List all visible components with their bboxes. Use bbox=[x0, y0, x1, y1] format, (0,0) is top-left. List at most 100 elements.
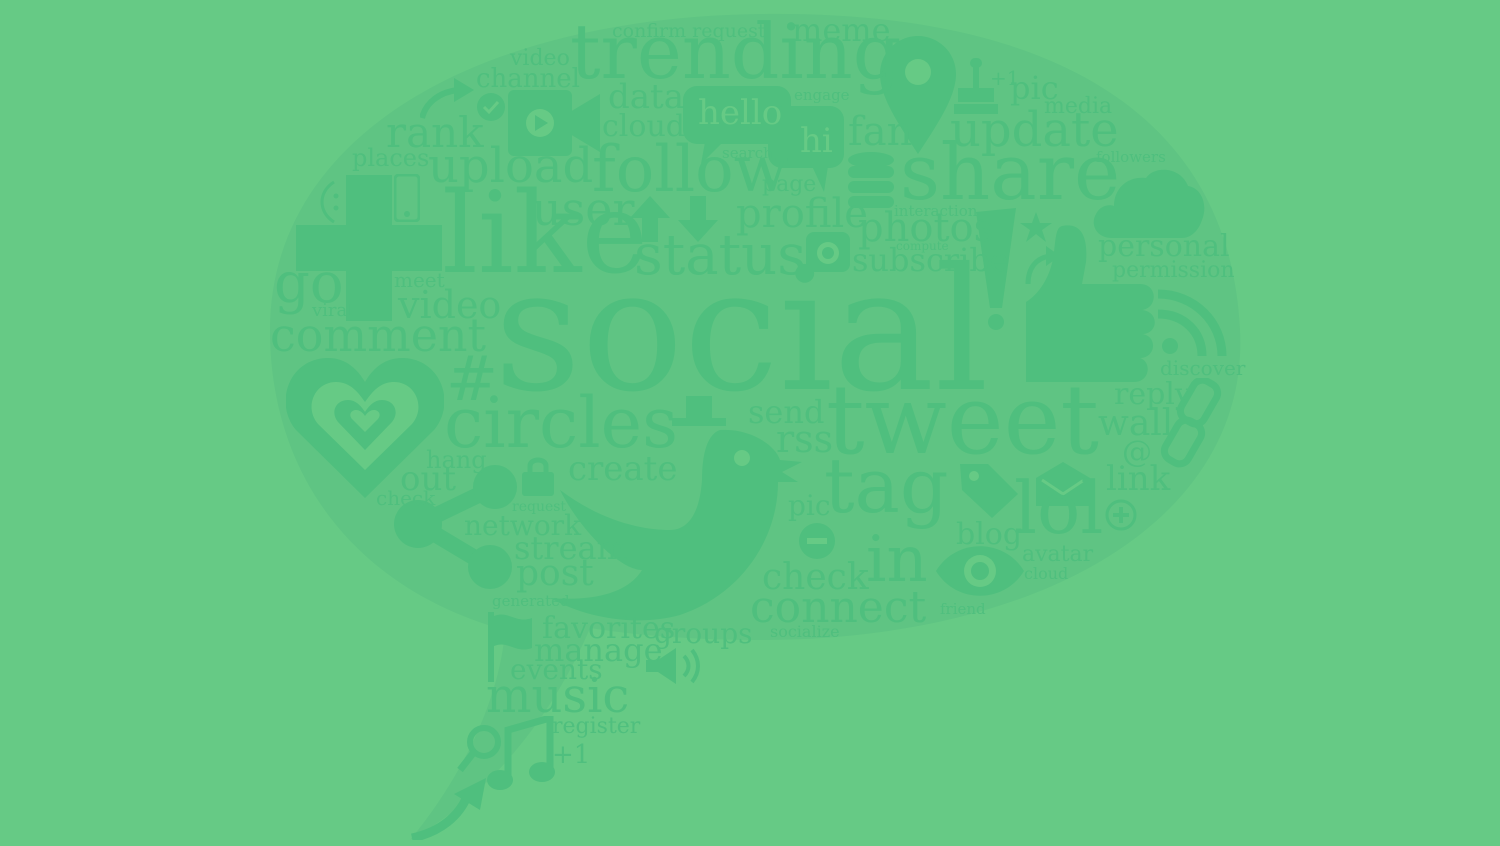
word-wall: wall bbox=[1098, 403, 1174, 444]
word-permission: permission bbox=[1112, 258, 1235, 283]
check-circle-icon bbox=[477, 93, 505, 121]
word-post: post bbox=[516, 553, 594, 594]
up-down-arrows-icon bbox=[630, 196, 718, 242]
word-events: events bbox=[510, 653, 603, 686]
word-data: data bbox=[608, 77, 684, 117]
word-compute: compute bbox=[896, 239, 949, 253]
word-personal: personal bbox=[1098, 229, 1230, 264]
word-user: user bbox=[532, 182, 635, 236]
word-page: page bbox=[762, 172, 817, 197]
phone-icon bbox=[394, 174, 420, 222]
word-hashtag: # bbox=[446, 342, 498, 415]
word-fan: fan bbox=[848, 109, 913, 155]
envelope-icon bbox=[1036, 462, 1090, 506]
word-cloud-2: cloud bbox=[1024, 564, 1069, 583]
word-pic-2: pic bbox=[788, 489, 831, 522]
word-meme: meme bbox=[792, 11, 891, 49]
flag-icon bbox=[488, 612, 532, 682]
word-rank: rank bbox=[386, 108, 484, 157]
word-out: out bbox=[400, 459, 457, 499]
star-icon bbox=[1020, 212, 1052, 242]
word-comment: comment bbox=[270, 308, 487, 362]
word-photos: photos bbox=[858, 205, 995, 251]
cloud-icon bbox=[1093, 169, 1205, 238]
word-rss: rss bbox=[776, 417, 834, 461]
word-friend: friend bbox=[940, 600, 986, 618]
word-check-2: check bbox=[762, 557, 869, 598]
word-like: like bbox=[442, 169, 648, 299]
word-groups: groups bbox=[654, 617, 753, 650]
tag-icon bbox=[960, 464, 1018, 518]
word-plus-one-top: +1 bbox=[990, 66, 1020, 90]
thumbs-up-icon bbox=[1026, 225, 1155, 382]
plus-circle-icon bbox=[1105, 499, 1137, 531]
word-meet: meet bbox=[394, 268, 445, 292]
arrow-icon bbox=[420, 78, 474, 119]
word-in: in bbox=[866, 523, 928, 597]
word-upload: upload bbox=[428, 138, 594, 194]
word-discover: discover bbox=[1160, 356, 1246, 380]
word-followers: followers bbox=[1096, 148, 1166, 166]
word-plus-one-bottom: +1 bbox=[552, 740, 591, 770]
chain-link-icon bbox=[1160, 378, 1222, 468]
word-hello: hello bbox=[698, 93, 783, 133]
word-send: send bbox=[748, 393, 825, 431]
word-socialize: socialize bbox=[770, 622, 840, 641]
word-request: request bbox=[512, 499, 567, 515]
emoticon-icon bbox=[320, 180, 339, 224]
minus-circle-icon bbox=[799, 523, 835, 559]
music-note-icon bbox=[487, 716, 555, 790]
word-video: video bbox=[510, 46, 570, 71]
word-register: register bbox=[552, 714, 641, 739]
rss-icon bbox=[1157, 289, 1227, 357]
word-reply: reply bbox=[1114, 377, 1192, 412]
word-stream: stream bbox=[514, 529, 627, 567]
word-media: media bbox=[1044, 94, 1113, 119]
eye-icon bbox=[936, 546, 1024, 596]
word-update: update bbox=[950, 102, 1119, 158]
map-pin-icon bbox=[880, 36, 956, 154]
heart-icon bbox=[286, 357, 444, 498]
lock-icon bbox=[522, 457, 554, 496]
word-confirm-request: confirm request bbox=[612, 20, 766, 42]
word-follow: follow bbox=[592, 133, 789, 207]
word-tag: tag bbox=[824, 441, 949, 530]
word-manage: manage bbox=[534, 631, 663, 669]
word-link: link bbox=[1106, 459, 1171, 499]
curved-arrow-icon bbox=[1025, 246, 1060, 285]
word-profile: profile bbox=[736, 191, 868, 237]
word-viral: viral bbox=[312, 300, 354, 321]
word-engage: engage bbox=[794, 86, 850, 104]
plus-icon bbox=[296, 175, 442, 321]
word-trending: trending bbox=[570, 7, 902, 96]
magnifier-icon bbox=[457, 725, 501, 773]
word-music: music bbox=[486, 668, 630, 724]
arrow-icon bbox=[410, 778, 486, 840]
word-favorites: favorites bbox=[542, 611, 676, 646]
word-lol: lol bbox=[1014, 466, 1104, 550]
word-status: status bbox=[634, 223, 806, 288]
hat-icon bbox=[672, 396, 726, 426]
bird-icon bbox=[550, 429, 802, 621]
camera-icon bbox=[806, 232, 850, 272]
word-video-2: video bbox=[398, 283, 502, 327]
chat-bubble-icon bbox=[768, 106, 844, 192]
word-pic: pic bbox=[1010, 69, 1059, 107]
share-icon bbox=[394, 465, 517, 589]
word-hang: hang bbox=[426, 446, 487, 474]
word-connect: connect bbox=[750, 582, 927, 633]
word-check: check bbox=[376, 486, 436, 510]
word-at: @ bbox=[1122, 435, 1152, 470]
word-cloud: cloud bbox=[602, 109, 685, 144]
word-blog: blog bbox=[956, 517, 1023, 552]
word-subscribe: subscribe bbox=[852, 241, 1009, 279]
word-circles: circles bbox=[444, 382, 678, 464]
word-search: search bbox=[722, 144, 773, 162]
word-places: places bbox=[352, 144, 430, 172]
word-avatar: avatar bbox=[1022, 542, 1094, 567]
video-camera-icon bbox=[508, 90, 600, 156]
megaphone-icon bbox=[646, 648, 700, 684]
word-channel: channel bbox=[476, 64, 580, 94]
database-icon bbox=[848, 152, 894, 208]
